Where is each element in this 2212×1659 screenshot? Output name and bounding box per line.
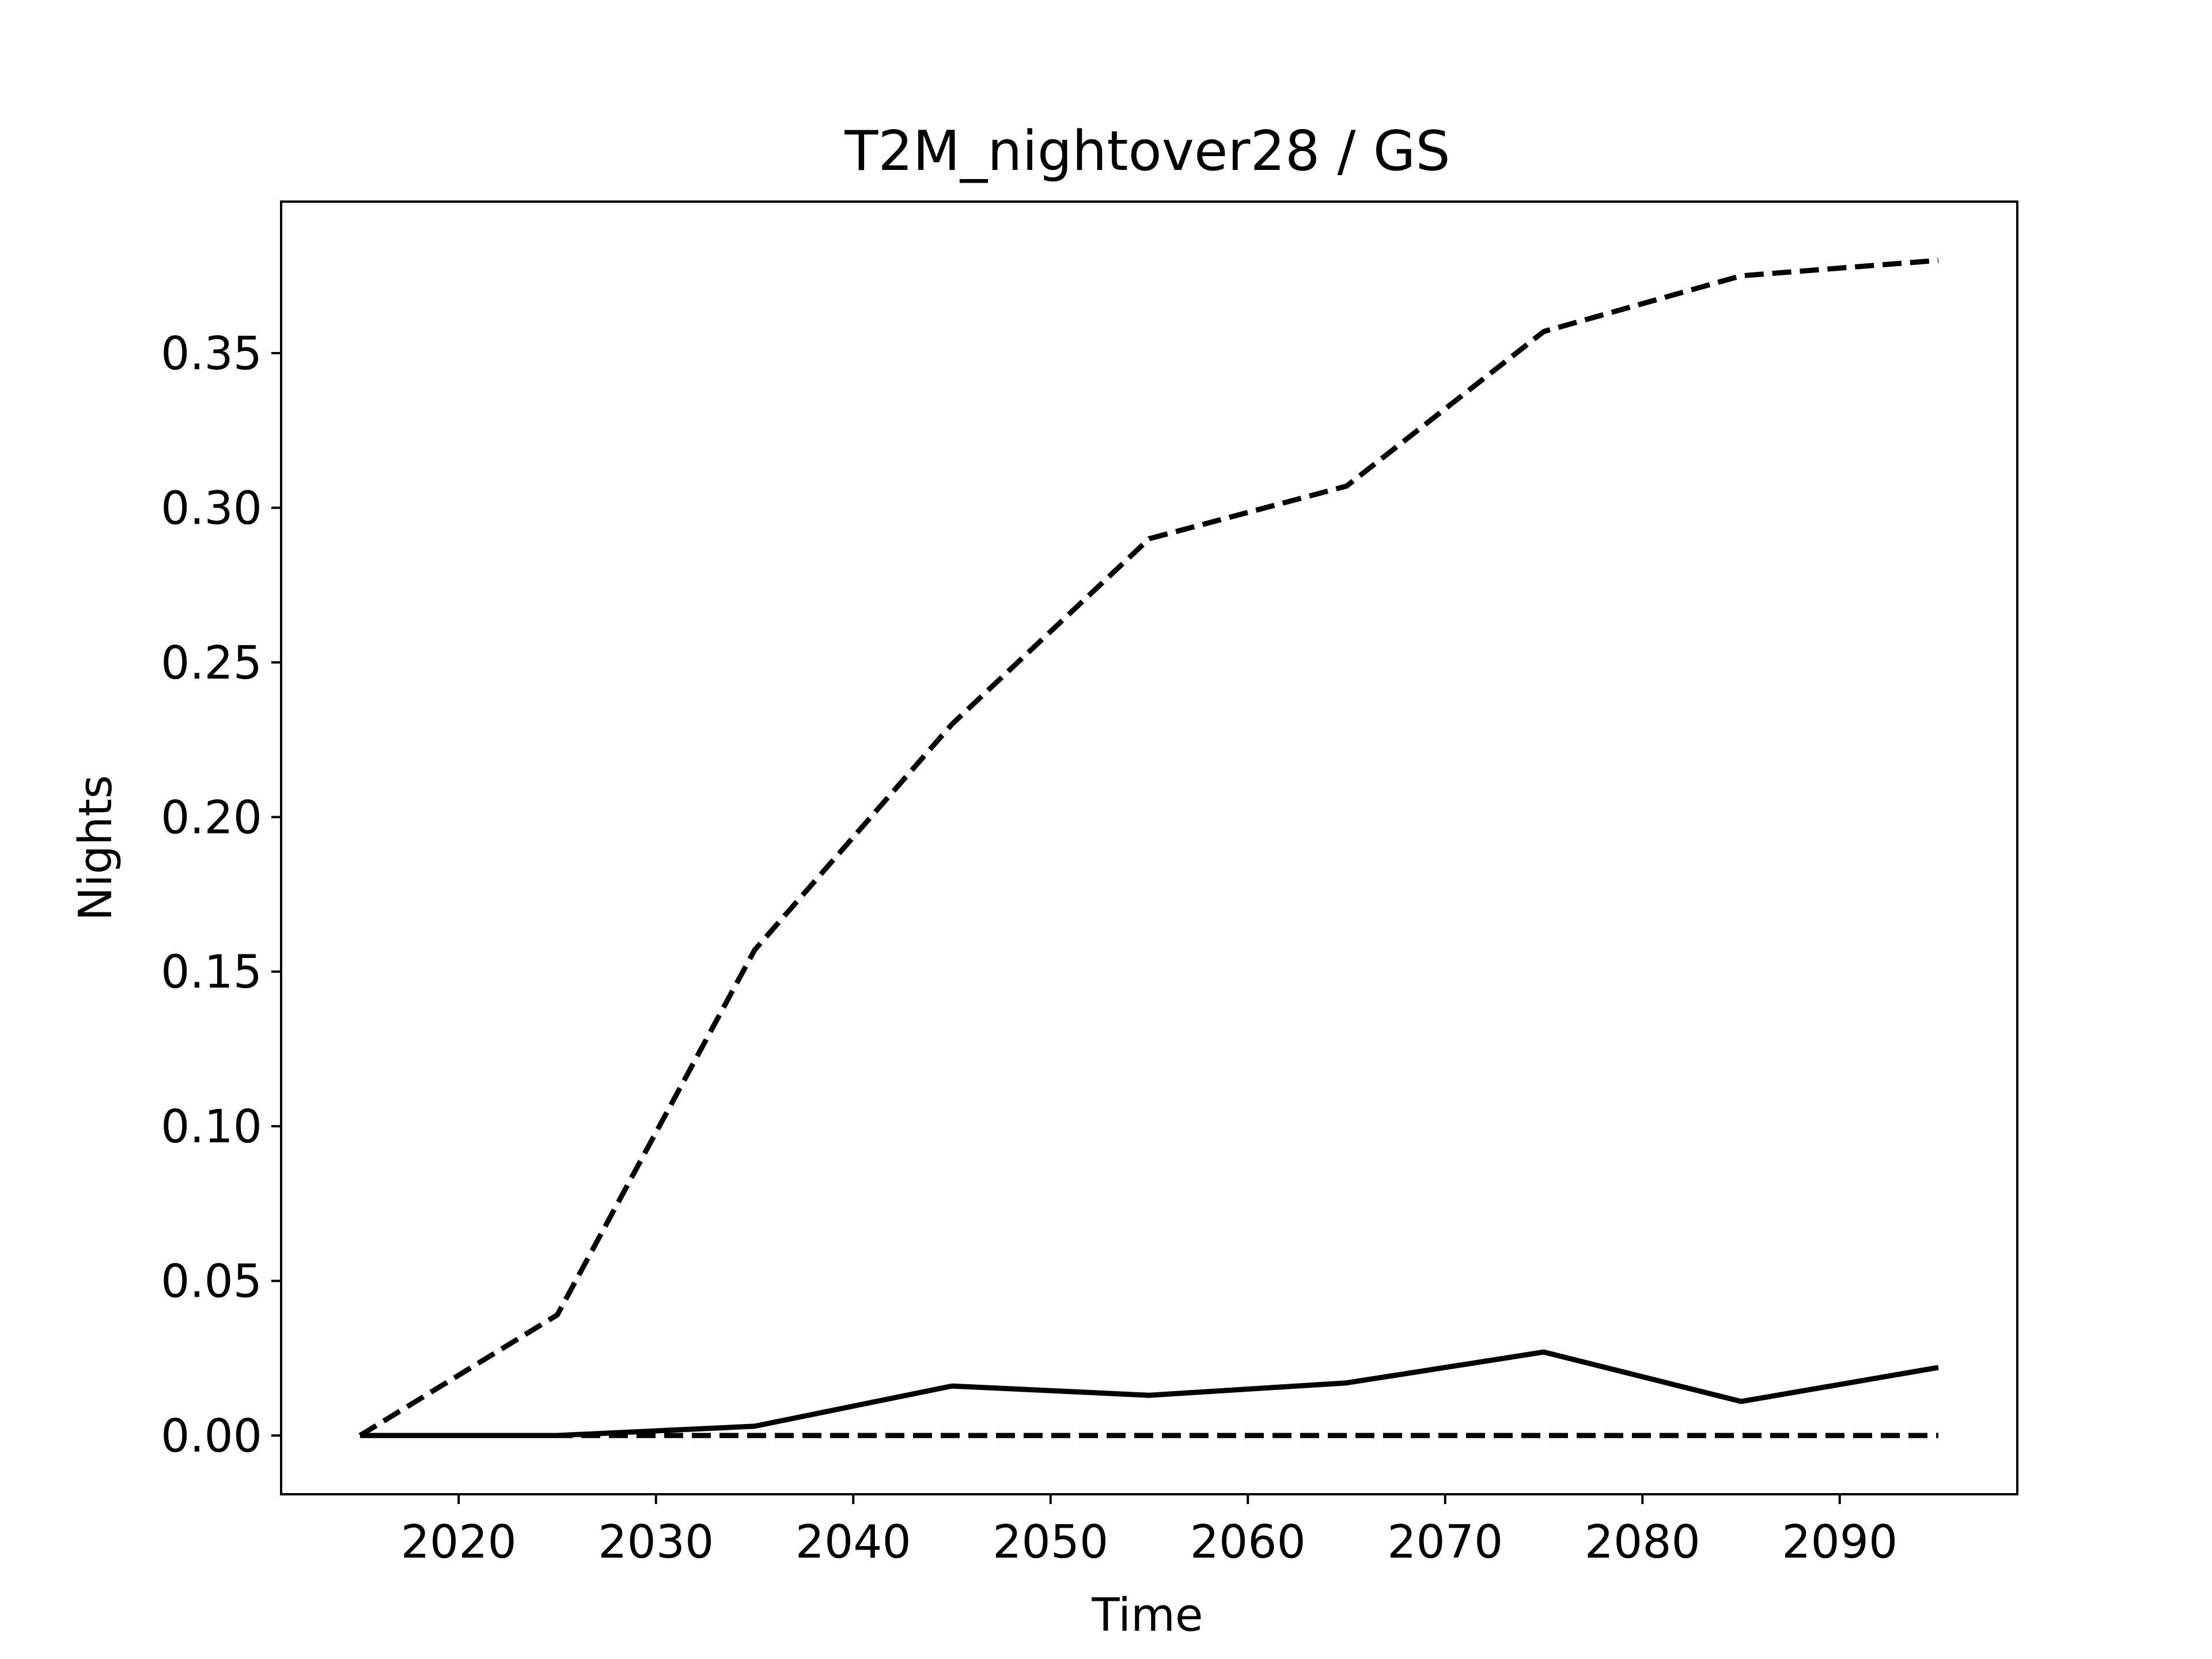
x-tick-label: 2030 — [598, 1516, 714, 1569]
chart-title: T2M_nightover28 / GS — [844, 120, 1450, 183]
x-tick-label: 2090 — [1782, 1516, 1897, 1569]
x-tick-label: 2070 — [1387, 1516, 1503, 1569]
y-axis: 0.00 0.05 0.10 0.15 0.20 0.25 0.30 0.35 — [161, 327, 281, 1463]
y-tick-label: 0.20 — [161, 791, 262, 844]
y-tick-label: 0.10 — [161, 1100, 262, 1153]
y-tick-label: 0.30 — [161, 482, 262, 535]
series-line-2 — [360, 1349, 1939, 1438]
plot-frame — [280, 200, 2018, 1495]
x-tick-label: 2020 — [401, 1516, 517, 1569]
x-tick-label: 2040 — [796, 1516, 911, 1569]
x-axis: 2020 2030 2040 2050 2060 2070 2080 2090 — [401, 1494, 1897, 1569]
x-axis-label: Time — [1091, 1589, 1203, 1642]
x-tick-label: 2050 — [993, 1516, 1108, 1569]
y-tick-label: 0.05 — [161, 1255, 262, 1308]
y-tick-label: 0.35 — [161, 327, 262, 380]
y-tick-label: 0.00 — [161, 1410, 262, 1463]
y-axis-label: Nights — [69, 775, 122, 921]
x-tick-label: 2080 — [1585, 1516, 1700, 1569]
y-tick-label: 0.25 — [161, 637, 262, 690]
x-tick-label: 2060 — [1190, 1516, 1306, 1569]
series-line-1 — [358, 257, 1939, 1438]
series-layer — [358, 257, 1939, 1438]
y-tick-label: 0.15 — [161, 946, 262, 999]
